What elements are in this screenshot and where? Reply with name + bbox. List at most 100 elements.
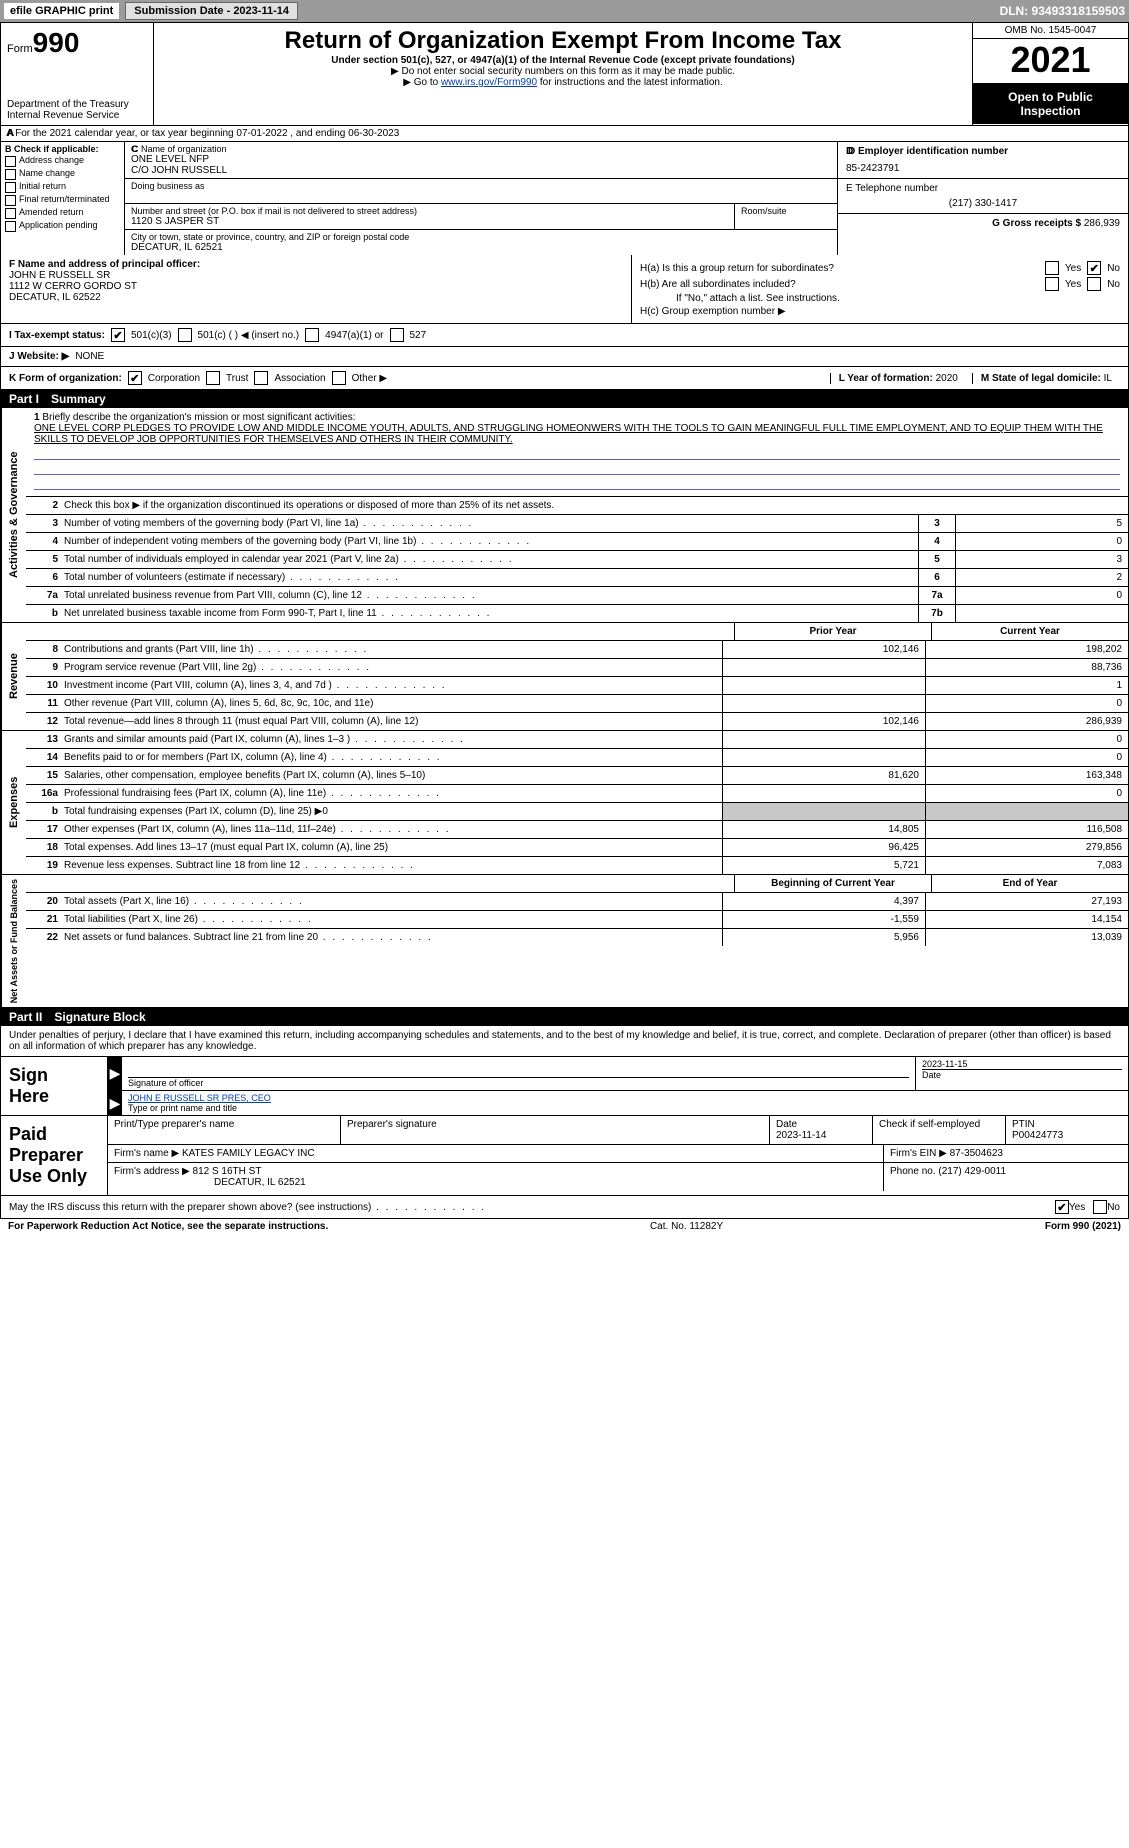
top-toolbar: efile GRAPHIC print Submission Date - 20… — [0, 0, 1129, 22]
discuss-yes: Yes — [1069, 1202, 1085, 1213]
i-501c-checkbox[interactable] — [178, 328, 192, 342]
ha-no-checkbox[interactable] — [1087, 261, 1101, 275]
sig-row-name: ▶ JOHN E RUSSELL SR PRES, CEO Type or pr… — [108, 1091, 1128, 1115]
side-label-net: Net Assets or Fund Balances — [1, 875, 26, 1007]
part-1-header: Part I Summary — [0, 390, 1129, 408]
submission-date-button[interactable]: Submission Date - 2023-11-14 — [125, 2, 298, 20]
discuss-yes-checkbox[interactable] — [1055, 1200, 1069, 1214]
line-16a: 16aProfessional fundraising fees (Part I… — [26, 785, 1128, 803]
i-o4: 527 — [410, 330, 427, 341]
line-9: 9Program service revenue (Part VIII, lin… — [26, 659, 1128, 677]
k-label: K Form of organization: — [9, 373, 122, 384]
line-17: 17Other expenses (Part IX, column (A), l… — [26, 821, 1128, 839]
header-center: Return of Organization Exempt From Incom… — [154, 23, 972, 125]
prep-sig-hdr: Preparer's signature — [341, 1116, 770, 1144]
i-501c3-checkbox[interactable] — [111, 328, 125, 342]
ha-yes-checkbox[interactable] — [1045, 261, 1059, 275]
col-h-group: H(a) Is this a group return for subordin… — [632, 255, 1128, 323]
l3-val: 5 — [955, 515, 1128, 532]
form-number: Form990 — [7, 27, 147, 59]
chk-amended-return[interactable]: Amended return — [5, 207, 120, 219]
period-text: A For the 2021 calendar year, or tax yea… — [6, 128, 399, 139]
side-label-expenses: Expenses — [1, 731, 26, 874]
k-o4: Other ▶ — [352, 373, 387, 384]
paid-row-1: Print/Type preparer's name Preparer's si… — [108, 1116, 1128, 1145]
arrow-icon: ▶ — [108, 1057, 122, 1090]
row-i-tax-status: I Tax-exempt status: 501(c)(3) 501(c) ( … — [0, 323, 1129, 346]
i-4947-checkbox[interactable] — [305, 328, 319, 342]
line-5: 5Total number of individuals employed in… — [26, 551, 1128, 569]
section-expenses: Expenses 13Grants and similar amounts pa… — [0, 731, 1129, 875]
dept-irs: Internal Revenue Service — [7, 110, 147, 121]
chk-application-pending[interactable]: Application pending — [5, 220, 120, 232]
chk-address-change[interactable]: Address change — [5, 155, 120, 167]
org-name: ONE LEVEL NFP — [131, 154, 831, 165]
phone-value: (217) 330-1417 — [846, 198, 1120, 209]
blank-line — [34, 447, 1120, 460]
part2-title: Part II — [9, 1010, 42, 1024]
line-14: 14Benefits paid to or for members (Part … — [26, 749, 1128, 767]
line-13: 13Grants and similar amounts paid (Part … — [26, 731, 1128, 749]
irs-link[interactable]: www.irs.gov/Form990 — [441, 77, 537, 88]
chk-initial-return[interactable]: Initial return — [5, 181, 120, 193]
hb-yes: Yes — [1065, 279, 1081, 290]
l4-text: Number of independent voting members of … — [64, 533, 918, 550]
l-value: 2020 — [936, 373, 958, 384]
hb-yes-checkbox[interactable] — [1045, 277, 1059, 291]
k-trust-checkbox[interactable] — [206, 371, 220, 385]
section-activities-governance: Activities & Governance 1 Briefly descri… — [0, 408, 1129, 623]
room-label: Room/suite — [741, 206, 831, 216]
form-title: Return of Organization Exempt From Incom… — [160, 27, 966, 55]
city-label: City or town, state or province, country… — [131, 232, 831, 242]
sig-name-label: Type or print name and title — [128, 1103, 237, 1113]
i-o3: 4947(a)(1) or — [325, 330, 383, 341]
e-label: E Telephone number — [846, 183, 938, 194]
blank-line — [34, 462, 1120, 475]
sig-date-cell: 2023-11-15 Date — [916, 1057, 1128, 1090]
k-other-checkbox[interactable] — [332, 371, 346, 385]
goto-note: ▶ Go to www.irs.gov/Form990 for instruct… — [160, 77, 966, 88]
blank-line — [34, 477, 1120, 490]
col-f-officer: F Name and address of principal officer:… — [1, 255, 632, 323]
goto-post: for instructions and the latest informat… — [537, 77, 723, 88]
k-o1: Corporation — [148, 373, 200, 384]
header-right: OMB No. 1545-0047 2021 Open to Public In… — [972, 23, 1128, 125]
street-value: 1120 S JASPER ST — [131, 216, 728, 227]
chk-final-return[interactable]: Final return/terminated — [5, 194, 120, 206]
section-revenue: Revenue Prior Year Current Year 8Contrib… — [0, 623, 1129, 731]
h-a-row: H(a) Is this a group return for subordin… — [640, 261, 1120, 275]
sig-officer-cell: Signature of officer — [122, 1057, 916, 1090]
ein-value: 85-2423791 — [846, 163, 1120, 174]
room-suite: Room/suite — [735, 204, 837, 229]
l7a-val: 0 — [955, 587, 1128, 604]
i-o2: 501(c) ( ) ◀ (insert no.) — [198, 330, 300, 341]
col-b-checkboxes: B Check if applicable: Address change Na… — [1, 142, 125, 255]
part-2-header: Part II Signature Block — [0, 1008, 1129, 1026]
m-label: M State of legal domicile: — [981, 373, 1101, 384]
k-assoc-checkbox[interactable] — [254, 371, 268, 385]
paid-row-3: Firm's address ▶ 812 S 16TH ST DECATUR, … — [108, 1163, 1128, 1191]
sig-date-label: Date — [922, 1069, 1122, 1080]
discuss-no-checkbox[interactable] — [1093, 1200, 1107, 1214]
m-value: IL — [1104, 373, 1112, 384]
i-label: I Tax-exempt status: — [9, 330, 105, 341]
line-18: 18Total expenses. Add lines 13–17 (must … — [26, 839, 1128, 857]
officer-name: JOHN E RUSSELL SR — [9, 270, 623, 281]
sig-date: 2023-11-15 — [922, 1059, 1122, 1069]
form-prefix: Form — [7, 43, 33, 55]
firm-phone-cell: Phone no. (217) 429-0011 — [884, 1163, 1128, 1191]
city-value: DECATUR, IL 62521 — [131, 242, 831, 253]
line-22: 22Net assets or fund balances. Subtract … — [26, 929, 1128, 946]
line-4: 4Number of independent voting members of… — [26, 533, 1128, 551]
i-o1: 501(c)(3) — [131, 330, 172, 341]
footer-mid: Cat. No. 11282Y — [328, 1221, 1045, 1232]
row-j-website: J Website: ▶ NONE — [0, 346, 1129, 366]
col-current: Current Year — [931, 623, 1128, 640]
hb-no-checkbox[interactable] — [1087, 277, 1101, 291]
line-10: 10Investment income (Part VIII, column (… — [26, 677, 1128, 695]
header-left: Form990 Department of the Treasury Inter… — [1, 23, 154, 125]
k-corp-checkbox[interactable] — [128, 371, 142, 385]
chk-name-change[interactable]: Name change — [5, 168, 120, 180]
i-527-checkbox[interactable] — [390, 328, 404, 342]
signature-declaration: Under penalties of perjury, I declare th… — [0, 1026, 1129, 1057]
